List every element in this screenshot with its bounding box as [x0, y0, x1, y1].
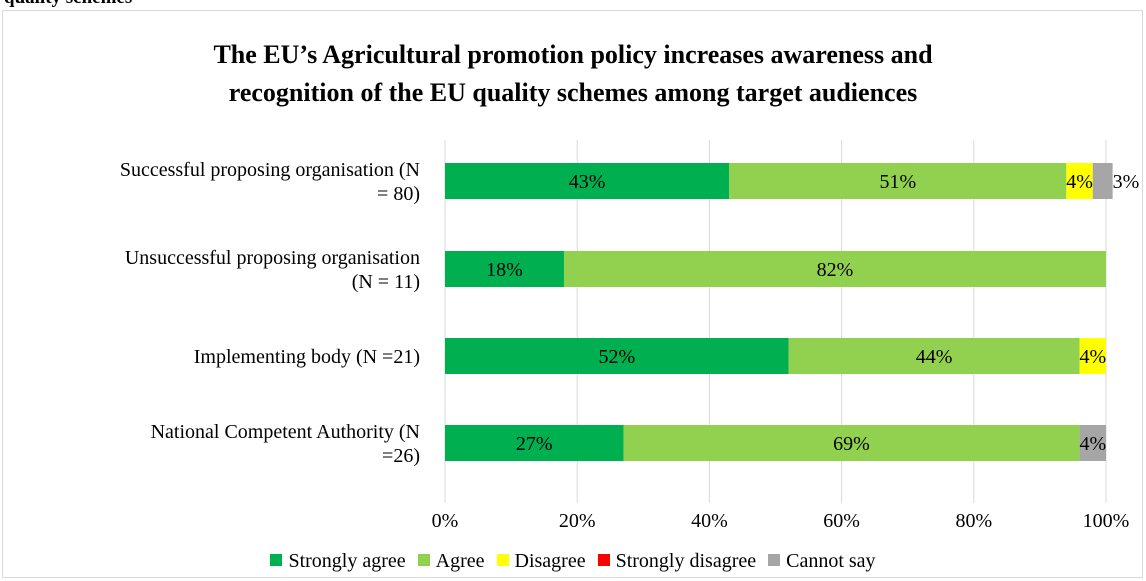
x-tick-label: 40%: [691, 510, 728, 532]
legend-item: Agree: [417, 549, 485, 573]
legend-label: Cannot say: [786, 550, 876, 572]
x-tick-label: 0%: [432, 510, 459, 532]
data-label: 44%: [916, 346, 953, 368]
data-label: 27%: [516, 433, 553, 455]
legend-swatch: [597, 554, 610, 567]
legend-label: Strongly disagree: [615, 550, 757, 572]
bar-segment: [1066, 163, 1093, 199]
legend-swatch: [417, 554, 430, 567]
legend-item: Strongly agree: [270, 549, 406, 573]
bar-segment: [563, 251, 1106, 287]
data-label: 4%: [1066, 171, 1093, 193]
legend-label: Disagree: [514, 550, 586, 572]
bar-segment: [729, 163, 1067, 199]
bar-segment: [1092, 163, 1113, 199]
data-label: 51%: [879, 171, 916, 193]
legend-item: Cannot say: [768, 549, 876, 573]
data-label: 4%: [1079, 346, 1106, 368]
page-caption: quality schemes: [4, 0, 132, 9]
data-label: 82%: [817, 259, 854, 281]
bar-segment: [1079, 338, 1106, 374]
legend-swatch: [270, 554, 283, 567]
bar-segment: [788, 338, 1080, 374]
chart-title: The EU’s Agricultural promotion policy i…: [0, 36, 1146, 112]
data-label: 18%: [486, 259, 523, 281]
bar-segment: [445, 251, 564, 287]
bar-segment: [445, 338, 789, 374]
bar-segment: [623, 425, 1080, 461]
legend-swatch: [768, 554, 781, 567]
category-label: Successful proposing organisation (N: [120, 159, 420, 181]
chart-frame: [2, 10, 1143, 578]
category-label: (N = 11): [352, 271, 420, 293]
category-label: =26): [382, 445, 420, 467]
category-label: National Competent Authority (N: [151, 421, 420, 443]
legend-swatch: [496, 554, 509, 567]
legend-item: Disagree: [496, 549, 586, 573]
chart-title-line-1: The EU’s Agricultural promotion policy i…: [213, 40, 933, 69]
chart-title-line-2: recognition of the EU quality schemes am…: [228, 78, 918, 107]
data-label: 3%: [1113, 171, 1140, 193]
bar-segment: [1079, 425, 1106, 461]
legend-label: Agree: [435, 550, 485, 572]
category-label: Unsuccessful proposing organisation: [125, 247, 420, 269]
x-tick-label: 20%: [559, 510, 596, 532]
bar-segment: [445, 425, 624, 461]
x-tick-label: 80%: [955, 510, 992, 532]
legend-label: Strongly agree: [288, 550, 406, 572]
data-label: 43%: [569, 171, 606, 193]
data-label: 69%: [833, 433, 870, 455]
category-label: = 80): [377, 183, 420, 205]
x-tick-label: 60%: [823, 510, 860, 532]
bar-segment: [445, 163, 730, 199]
data-label: 4%: [1079, 433, 1106, 455]
x-tick-label: 100%: [1083, 510, 1130, 532]
chart-legend: Strongly agree Agree Disagree Strongly disa…: [0, 549, 1146, 573]
data-label: 52%: [599, 346, 636, 368]
legend-item: Strongly disagree: [597, 549, 757, 573]
category-label: Implementing body (N =21): [194, 346, 420, 368]
